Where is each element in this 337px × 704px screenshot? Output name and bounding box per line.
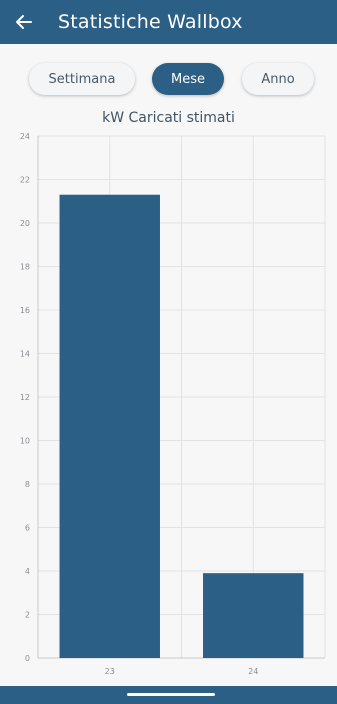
x-tick-label: 24	[248, 667, 258, 676]
chart-title: kW Caricati stimati	[102, 110, 235, 126]
x-tick-label: 23	[105, 667, 115, 676]
period-tabs: Settimana Mese Anno	[0, 63, 337, 97]
system-nav-bar	[0, 686, 337, 704]
page-title: Statistiche Wallbox	[58, 11, 243, 33]
y-tick-label: 14	[20, 350, 30, 359]
tab-anno[interactable]: Anno	[242, 63, 314, 95]
bar	[59, 194, 160, 658]
y-tick-label: 24	[20, 132, 30, 141]
y-tick-label: 18	[20, 263, 30, 272]
tab-settimana[interactable]: Settimana	[29, 63, 135, 95]
y-tick-label: 6	[25, 524, 30, 533]
bar	[203, 573, 304, 658]
home-indicator[interactable]	[127, 693, 215, 696]
back-button[interactable]	[4, 0, 44, 44]
y-tick-label: 16	[20, 306, 30, 315]
arrow-left-icon	[16, 15, 32, 29]
y-tick-label: 4	[25, 567, 30, 576]
y-tick-label: 0	[25, 654, 30, 663]
y-tick-label: 10	[20, 437, 30, 446]
app-bar: Statistiche Wallbox	[0, 0, 337, 44]
y-tick-label: 2	[25, 611, 30, 620]
y-tick-label: 20	[20, 219, 30, 228]
y-tick-label: 8	[25, 480, 30, 489]
y-tick-label: 12	[20, 393, 30, 402]
y-tick-label: 22	[20, 176, 30, 185]
tab-mese[interactable]: Mese	[152, 63, 224, 95]
